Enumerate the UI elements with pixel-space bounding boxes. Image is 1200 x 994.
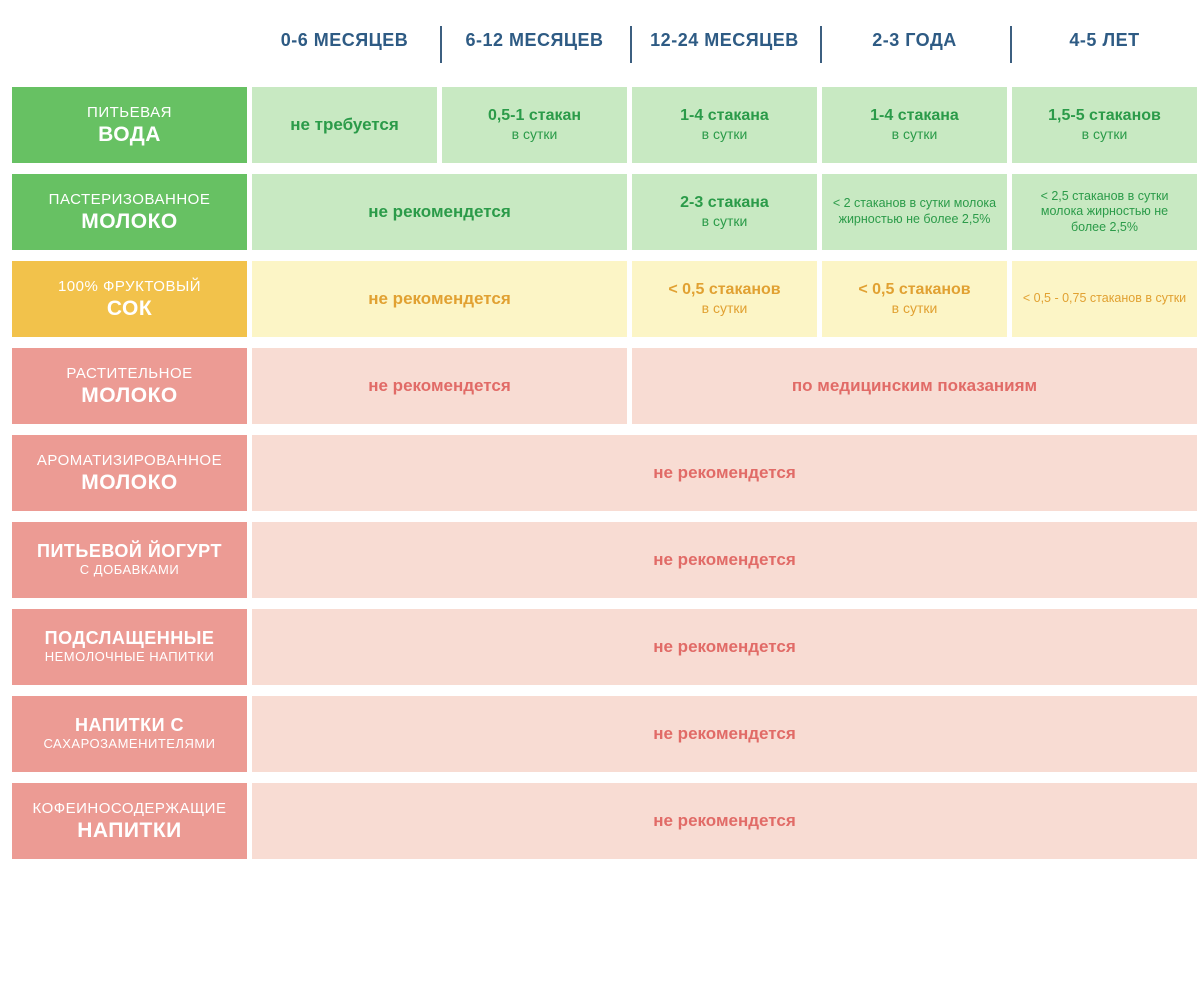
row-spacer — [12, 424, 1197, 435]
column-header: 6-12 МЕСЯЦЕВ — [442, 12, 627, 81]
cell-line1: < 0,5 стаканов — [858, 280, 970, 300]
row-spacer — [12, 598, 1197, 609]
column-header: 12-24 МЕСЯЦЕВ — [632, 12, 817, 81]
row-label-top: НАПИТКИ С — [75, 715, 184, 737]
row-label: КОФЕИНОСОДЕРЖАЩИЕНАПИТКИ — [12, 783, 247, 859]
table-cell: < 2 стаканов в сутки молока жирностью не… — [822, 174, 1007, 250]
cell-line2: в сутки — [870, 126, 959, 144]
row-label-bottom: НЕМОЛОЧНЫЕ НАПИТКИ — [45, 649, 215, 666]
cell-text: не требуется — [290, 115, 399, 135]
row-label: ПОДСЛАЩЕННЫЕНЕМОЛОЧНЫЕ НАПИТКИ — [12, 609, 247, 685]
table-cell: < 0,5 стакановв сутки — [822, 261, 1007, 337]
table-cell: не рекомендется — [252, 261, 627, 337]
row-label-top: ПИТЬЕВАЯ — [87, 103, 172, 123]
table-cell: не рекомендется — [252, 783, 1197, 859]
cell-text: не рекомендется — [368, 202, 511, 222]
row-label-bottom: С ДОБАВКАМИ — [80, 562, 179, 579]
cell-text: не рекомендется — [368, 376, 511, 396]
table-cell: не требуется — [252, 87, 437, 163]
table-cell: не рекомендется — [252, 348, 627, 424]
table-cell: 1,5-5 стакановв сутки — [1012, 87, 1197, 163]
cell-line1: 1-4 стакана — [680, 106, 769, 126]
row-spacer — [12, 250, 1197, 261]
row-label: АРОМАТИЗИРОВАННОЕМОЛОКО — [12, 435, 247, 511]
cell-line2: в сутки — [680, 126, 769, 144]
table-cell: < 2,5 стаканов в сутки молока жирностью … — [1012, 174, 1197, 250]
row-spacer — [12, 511, 1197, 522]
cell-small-text: < 2 стаканов в сутки молока жирностью не… — [832, 196, 997, 227]
table-cell: 1-4 стаканав сутки — [822, 87, 1007, 163]
cell-small-text: < 0,5 - 0,75 стаканов в сутки — [1023, 291, 1186, 307]
row-label-bottom: МОЛОКО — [81, 209, 178, 234]
row-label-bottom: МОЛОКО — [81, 470, 178, 495]
table-cell: по медицинским показаниям — [632, 348, 1197, 424]
row-spacer — [12, 772, 1197, 783]
cell-text: не рекомендется — [653, 637, 796, 657]
table-cell: < 0,5 стакановв сутки — [632, 261, 817, 337]
column-header: 2-3 ГОДА — [822, 12, 1007, 81]
cell-line2: в сутки — [668, 300, 780, 318]
row-label-bottom: ВОДА — [98, 122, 161, 147]
cell-line2: в сутки — [858, 300, 970, 318]
cell-line2: в сутки — [680, 213, 769, 231]
cell-line2: в сутки — [1048, 126, 1161, 144]
cell-text: не рекомендется — [653, 550, 796, 570]
cell-line1: 0,5-1 стакан — [488, 106, 581, 126]
row-label: ПАСТЕРИЗОВАННОЕМОЛОКО — [12, 174, 247, 250]
cell-line1: < 0,5 стаканов — [668, 280, 780, 300]
row-spacer — [12, 685, 1197, 696]
cell-line2: в сутки — [488, 126, 581, 144]
table-cell: 1-4 стаканав сутки — [632, 87, 817, 163]
row-label: 100% ФРУКТОВЫЙСОК — [12, 261, 247, 337]
row-label-bottom: СОК — [107, 296, 152, 321]
table-cell: не рекомендется — [252, 522, 1197, 598]
cell-line1: 1,5-5 стаканов — [1048, 106, 1161, 126]
table-cell: < 0,5 - 0,75 стаканов в сутки — [1012, 261, 1197, 337]
row-label-bottom: МОЛОКО — [81, 383, 178, 408]
cell-line1: 1-4 стакана — [870, 106, 959, 126]
row-label-top: 100% ФРУКТОВЫЙ — [58, 277, 201, 297]
header-blank — [12, 12, 247, 81]
cell-text: по медицинским показаниям — [792, 376, 1037, 396]
column-header: 4-5 ЛЕТ — [1012, 12, 1197, 81]
row-label-bottom: НАПИТКИ — [77, 818, 181, 843]
column-header: 0-6 МЕСЯЦЕВ — [252, 12, 437, 81]
row-spacer — [12, 163, 1197, 174]
cell-text: не рекомендется — [653, 811, 796, 831]
row-label: ПИТЬЕВОЙ ЙОГУРТС ДОБАВКАМИ — [12, 522, 247, 598]
table-cell: 2-3 стаканав сутки — [632, 174, 817, 250]
table-cell: не рекомендется — [252, 696, 1197, 772]
row-label: ПИТЬЕВАЯВОДА — [12, 87, 247, 163]
row-spacer — [12, 337, 1197, 348]
table-cell: 0,5-1 стаканв сутки — [442, 87, 627, 163]
row-label-top: КОФЕИНОСОДЕРЖАЩИЕ — [33, 799, 227, 819]
row-label-top: ПОДСЛАЩЕННЫЕ — [45, 628, 215, 650]
table-cell: не рекомендется — [252, 609, 1197, 685]
row-label-top: РАСТИТЕЛЬНОЕ — [66, 364, 192, 384]
cell-text: не рекомендется — [653, 463, 796, 483]
cell-line1: 2-3 стакана — [680, 193, 769, 213]
cell-text: не рекомендется — [653, 724, 796, 744]
cell-text: не рекомендется — [368, 289, 511, 309]
row-label: РАСТИТЕЛЬНОЕМОЛОКО — [12, 348, 247, 424]
table-cell: не рекомендется — [252, 435, 1197, 511]
row-label: НАПИТКИ ССАХАРОЗАМЕНИТЕЛЯМИ — [12, 696, 247, 772]
row-label-top: ПАСТЕРИЗОВАННОЕ — [49, 190, 211, 210]
recommendations-table: 0-6 МЕСЯЦЕВ6-12 МЕСЯЦЕВ12-24 МЕСЯЦЕВ2-3 … — [12, 12, 1188, 859]
row-label-top: ПИТЬЕВОЙ ЙОГУРТ — [37, 541, 222, 563]
row-label-top: АРОМАТИЗИРОВАННОЕ — [37, 451, 222, 471]
cell-small-text: < 2,5 стаканов в сутки молока жирностью … — [1022, 189, 1187, 236]
row-label-bottom: САХАРОЗАМЕНИТЕЛЯМИ — [43, 736, 215, 753]
table-cell: не рекомендется — [252, 174, 627, 250]
